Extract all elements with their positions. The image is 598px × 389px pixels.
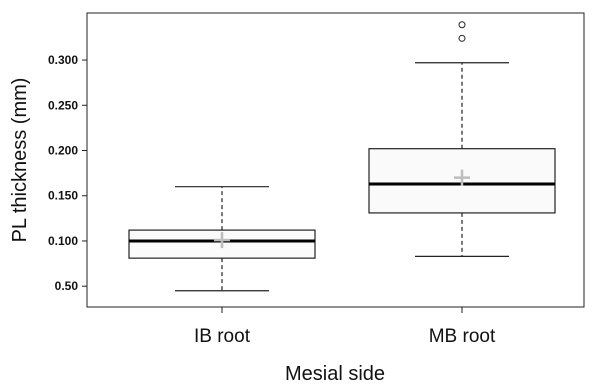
y-axis: 0.50 0.100 0.150 0.200 0.250 0.300: [48, 53, 87, 293]
y-tick-label: 0.50: [55, 279, 79, 293]
y-tick-label: 0.150: [48, 189, 78, 203]
y-tick-label: 0.200: [48, 144, 78, 158]
y-tick-label: 0.250: [48, 98, 78, 112]
y-tick-label: 0.100: [48, 234, 78, 248]
x-axis: IB root MB root: [194, 307, 496, 347]
x-category-label: MB root: [429, 326, 496, 347]
x-axis-title: Mesial side: [285, 363, 385, 384]
outlier-point: [458, 34, 466, 42]
box-ib-root: [128, 186, 316, 292]
boxes: [128, 21, 556, 292]
y-axis-title: PL thickness (mm): [9, 78, 31, 243]
x-category-label: IB root: [194, 326, 251, 347]
y-tick-label: 0.300: [48, 53, 78, 67]
outlier-point: [458, 21, 466, 29]
box-mb-root: [368, 21, 556, 257]
